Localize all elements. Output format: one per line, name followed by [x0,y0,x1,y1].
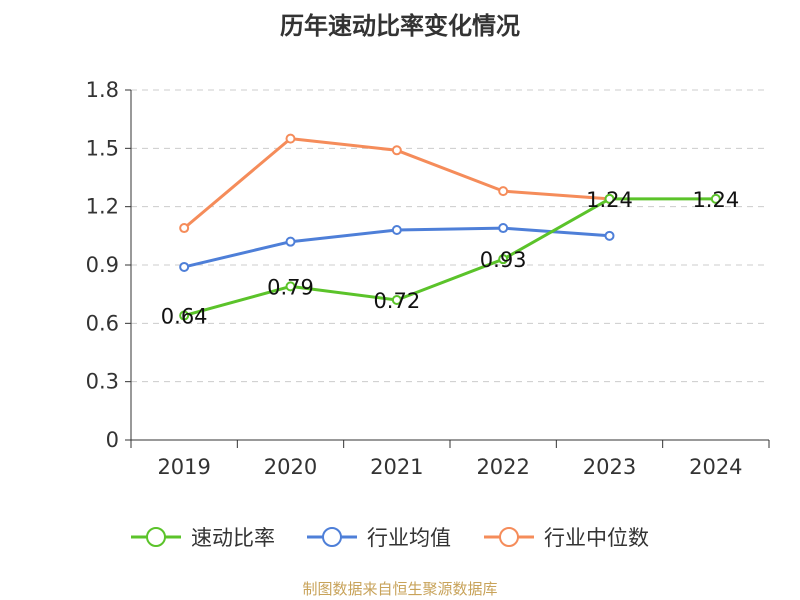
x-tick-label: 2020 [264,455,317,479]
source-note: 制图数据来自恒生聚源数据库 [302,580,498,598]
series-lines [179,133,721,321]
data-label: 0.79 [267,275,314,299]
legend-marker [146,527,166,547]
data-labels: 0.64 0.79 0.72 0.93 1.24 1.24 [161,188,739,329]
y-tick-label: 0.9 [86,253,119,277]
y-tick-label: 0 [106,428,119,452]
data-point [710,193,721,204]
y-tick-label: 1.5 [86,136,119,160]
legend-label: 行业均值 [367,526,451,550]
data-point [285,133,296,144]
legend-marker [499,527,519,547]
legend-label: 速动比率 [191,526,275,550]
legend-marker [322,527,342,547]
data-point [285,236,296,247]
data-label: 0.64 [161,305,208,329]
data-point [498,223,509,234]
y-tick-label: 1.2 [86,195,119,219]
data-point [604,193,615,204]
chart-title: 历年速动比率变化情况 [280,12,520,40]
data-label: 0.72 [373,289,420,313]
data-point [391,145,402,156]
data-point [179,223,190,234]
x-tick-label: 2019 [157,455,210,479]
legend-label: 行业中位数 [544,526,649,550]
data-point [179,261,190,272]
data-point [391,225,402,235]
y-tick-label: 1.8 [86,78,119,102]
x-tick-label: 2024 [689,455,742,479]
data-label: 1.24 [586,188,633,212]
legend: 速动比率 行业均值 行业中位数 [131,526,649,550]
data-point [179,310,190,321]
y-tick-label: 0.6 [86,311,119,335]
grid-lines [131,89,769,383]
data-point [391,295,402,305]
data-label: 1.24 [692,188,739,212]
data-point [498,186,509,197]
x-tick-label: 2023 [583,455,636,479]
axes: 0 0.3 0.6 0.9 1.2 1.5 1.8 2019 2020 2021 2022 2023 2… [86,78,770,479]
data-label: 0.93 [480,248,527,272]
x-tick-label: 2022 [476,455,529,479]
data-point [604,230,615,241]
y-tick-label: 0.3 [86,370,119,394]
data-point [285,281,296,292]
data-point [498,254,509,265]
series-line [183,197,716,318]
x-tick-label: 2021 [370,455,423,479]
